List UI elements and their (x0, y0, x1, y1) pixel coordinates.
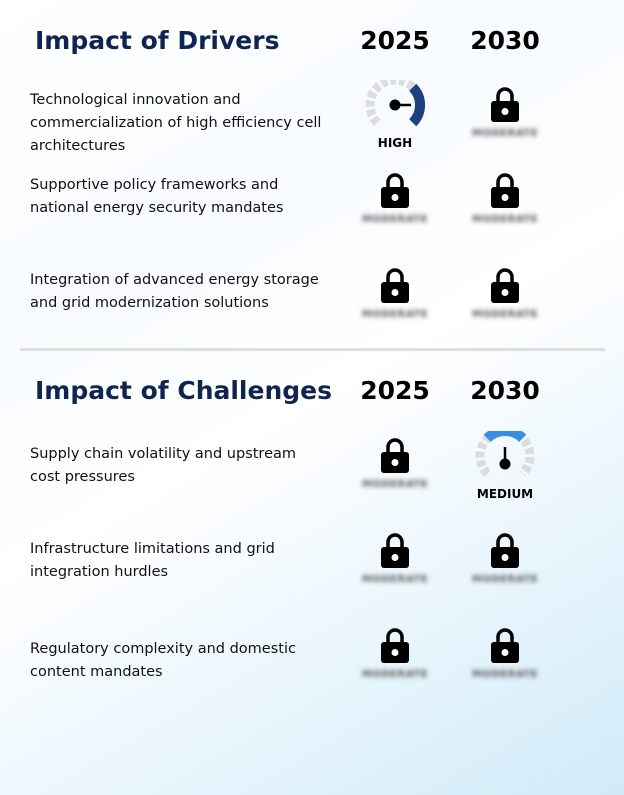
lock-icon (491, 87, 519, 122)
locked-value: MODERATE (362, 574, 428, 585)
locked-value: MODERATE (472, 128, 538, 139)
lock-icon (491, 628, 519, 663)
lock-icon (491, 533, 519, 568)
driver-2030-cell[interactable]: MODERATE (450, 80, 560, 160)
driver-text: Supportive policy frameworks and nationa… (30, 177, 284, 216)
locked-value: MODERATE (362, 309, 428, 320)
challenge-2025-cell[interactable]: MODERATE (340, 621, 450, 701)
locked-value: MODERATE (472, 574, 538, 585)
challenges-header: Impact of Challenges 2025 2030 (0, 371, 624, 411)
lock-icon (381, 173, 409, 208)
locked-value: MODERATE (362, 214, 428, 225)
gauge-icon (475, 431, 535, 477)
gauge-icon (365, 80, 425, 127)
locked-value: MODERATE (472, 669, 538, 680)
drivers-title: Impact of Drivers (35, 26, 280, 55)
lock-icon (381, 533, 409, 568)
driver-row: Supportive policy frameworks and nationa… (0, 166, 624, 246)
driver-2030-cell[interactable]: MODERATE (450, 166, 560, 246)
lock-icon (381, 628, 409, 663)
lock-icon (491, 268, 519, 303)
driver-row: Integration of advanced energy storage a… (0, 261, 624, 341)
challenge-2025-cell[interactable]: MODERATE (340, 431, 450, 511)
challenge-text: Regulatory complexity and domestic conte… (30, 641, 296, 680)
gauge-label: MEDIUM (476, 487, 534, 501)
drivers-year-2030: 2030 (470, 26, 540, 55)
locked-value: MODERATE (362, 479, 428, 490)
driver-2025-cell: HIGH (340, 80, 450, 160)
challenge-2030-cell: MEDIUM (450, 431, 560, 511)
drivers-header: Impact of Drivers 2025 2030 (0, 21, 624, 61)
driver-2025-cell[interactable]: MODERATE (340, 166, 450, 246)
driver-text: Technological innovation and commerciali… (30, 92, 322, 154)
driver-2030-cell[interactable]: MODERATE (450, 261, 560, 341)
lock-icon (381, 268, 409, 303)
driver-row: Technological innovation and commerciali… (0, 80, 624, 160)
locked-value: MODERATE (472, 309, 538, 320)
challenge-row: Regulatory complexity and domestic conte… (0, 621, 624, 701)
driver-text: Integration of advanced energy storage a… (30, 272, 319, 311)
challenge-2030-cell[interactable]: MODERATE (450, 526, 560, 606)
challenge-text: Supply chain volatility and upstream cos… (30, 446, 297, 485)
lock-icon (491, 173, 519, 208)
challenge-row: Supply chain volatility and upstream cos… (0, 431, 624, 511)
locked-value: MODERATE (472, 214, 538, 225)
challenge-2025-cell[interactable]: MODERATE (340, 526, 450, 606)
gauge-label: HIGH (377, 136, 413, 150)
challenges-year-2025: 2025 (360, 376, 430, 405)
locked-value: MODERATE (362, 669, 428, 680)
lock-icon (381, 438, 409, 473)
challenge-row: Infrastructure limitations and grid inte… (0, 526, 624, 606)
challenges-year-2030: 2030 (470, 376, 540, 405)
challenge-text: Infrastructure limitations and grid inte… (30, 541, 275, 580)
section-divider (20, 348, 605, 351)
drivers-year-2025: 2025 (360, 26, 430, 55)
driver-2025-cell[interactable]: MODERATE (340, 261, 450, 341)
challenge-2030-cell[interactable]: MODERATE (450, 621, 560, 701)
challenges-title: Impact of Challenges (35, 376, 332, 405)
